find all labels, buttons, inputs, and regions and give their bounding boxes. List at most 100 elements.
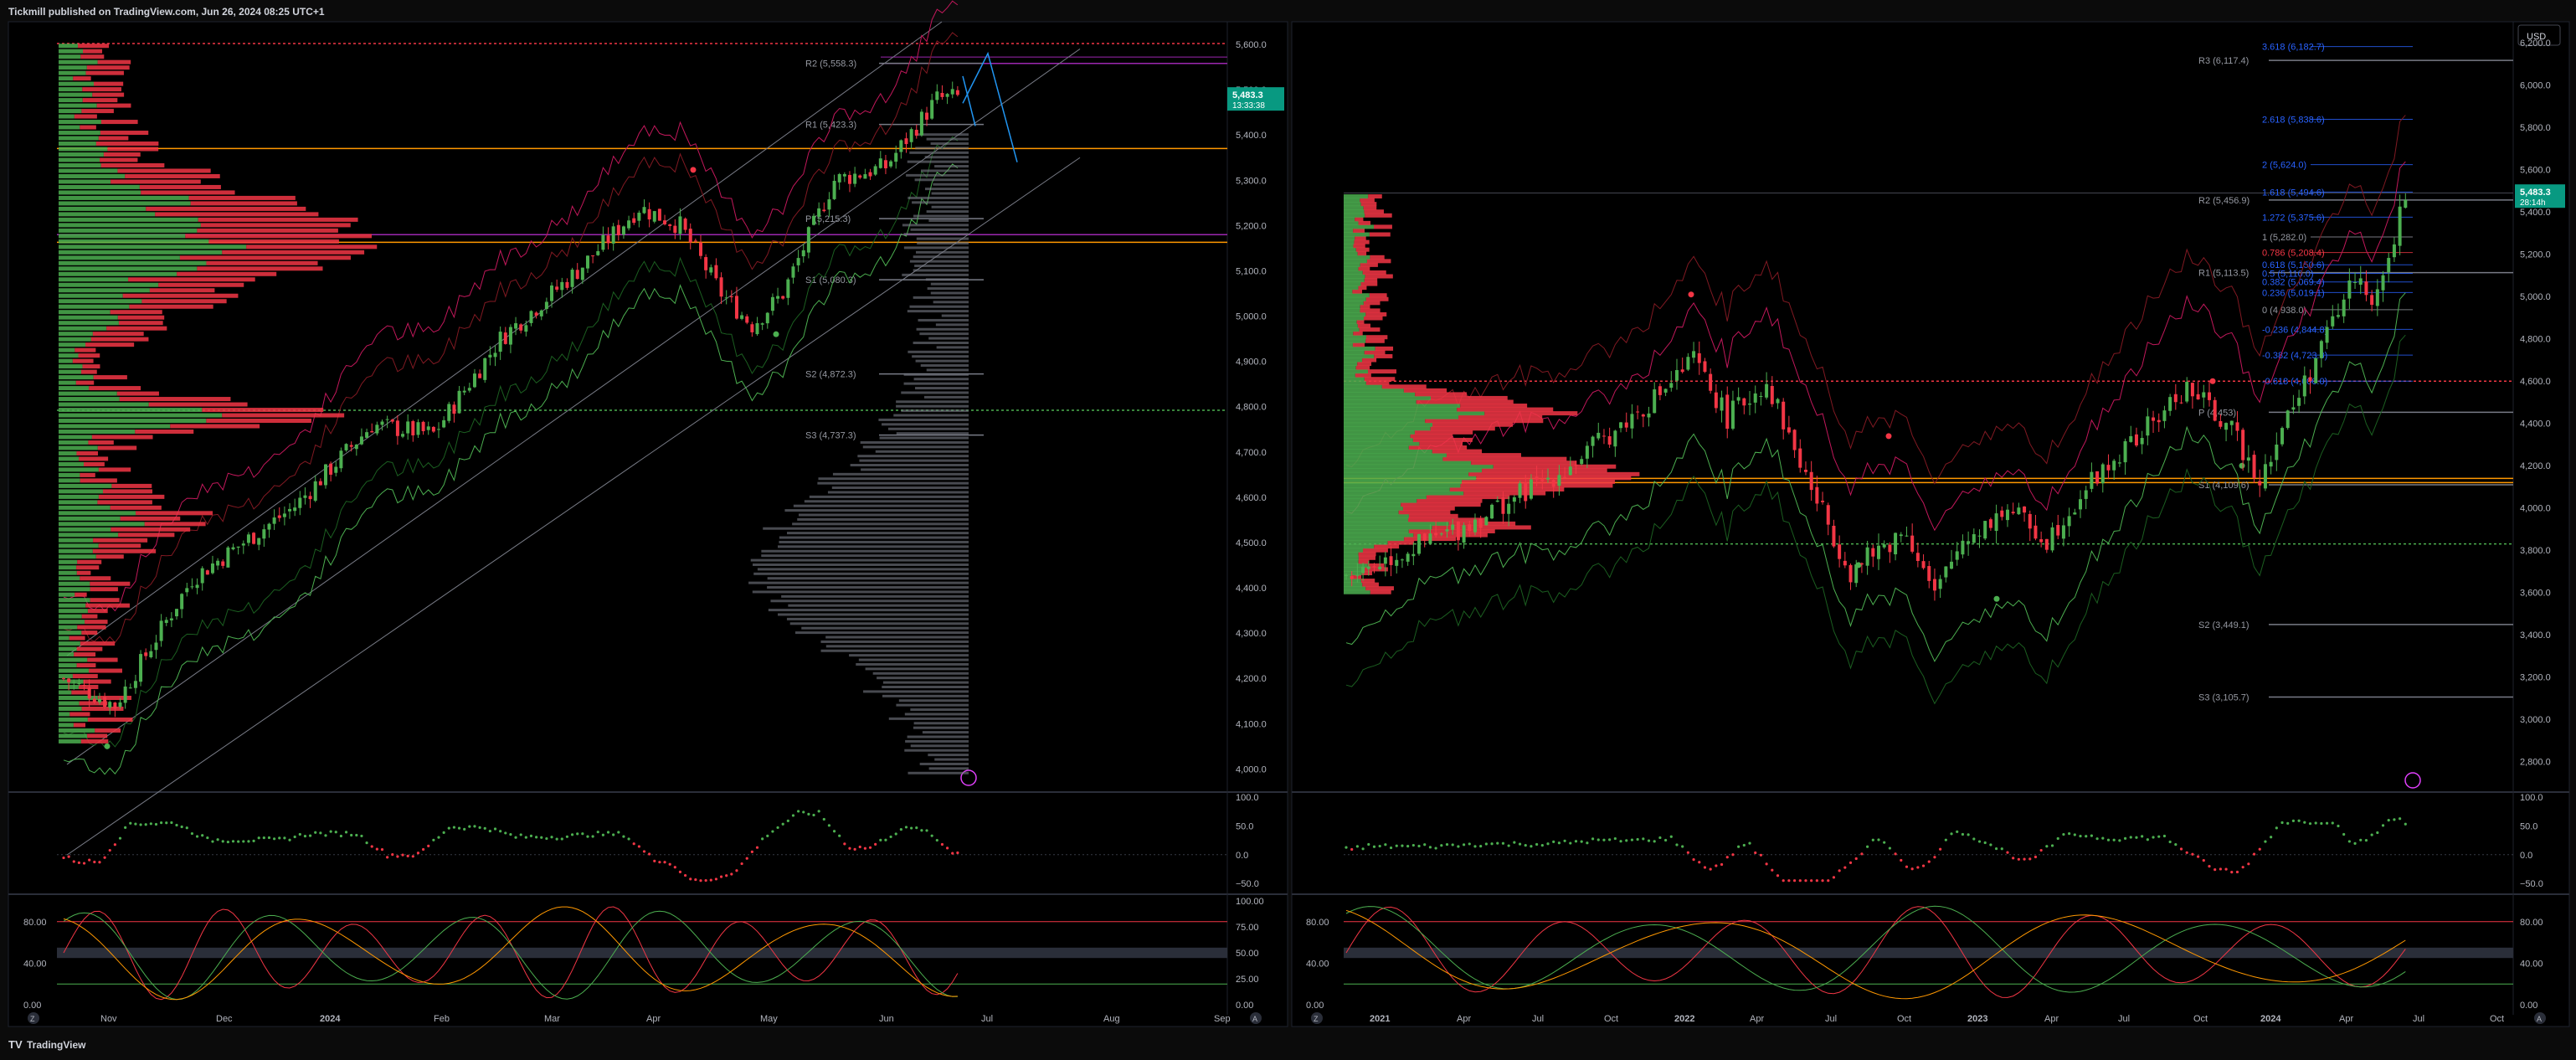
vp-bar-down	[128, 277, 255, 282]
fib-label: -0.236 (4,844.8)	[2262, 325, 2327, 335]
vp-bar-up	[1344, 411, 1485, 416]
vp-bar-up	[59, 592, 75, 597]
vp-bar-down	[1352, 342, 1365, 347]
volume-bar	[908, 196, 969, 199]
volume-bar	[896, 432, 969, 435]
vp-bar-up	[1344, 430, 1415, 435]
right-chart-panel[interactable]: R3 (6,117.4)R2 (5,456.9)R1 (5,113.5)P (4…	[1291, 21, 2570, 1027]
signal-dot	[1688, 291, 1694, 298]
vp-bar-down	[82, 98, 118, 103]
vp-bar-up	[1344, 198, 1360, 203]
last-price-tag	[2515, 184, 2565, 208]
vp-bar-down	[1381, 384, 1427, 389]
osc1-point	[1557, 841, 1561, 845]
pivot-label: S3 (4,737.3)	[805, 431, 856, 441]
vp-bar-up	[59, 234, 186, 239]
osc1-point	[1642, 837, 1645, 841]
volume-bar	[916, 250, 969, 254]
vp-bar-down	[1360, 579, 1375, 584]
volume-bar	[921, 169, 969, 172]
vp-bar-up	[59, 641, 80, 646]
volume-bar	[934, 165, 969, 168]
vp-bar-up	[59, 217, 198, 222]
osc1-point	[1546, 842, 1550, 846]
vp-bar-down	[103, 152, 141, 157]
candle-body	[318, 481, 322, 486]
vp-bar-down	[90, 598, 120, 603]
candle-body	[339, 450, 343, 469]
candle-body	[1495, 500, 1499, 502]
candle-body	[2358, 278, 2363, 285]
candle-body	[2308, 377, 2312, 382]
candle-body	[221, 561, 225, 566]
vp-bar-down	[102, 489, 152, 494]
currency-box[interactable]	[2517, 24, 2561, 46]
candle-body	[1832, 525, 1836, 547]
volume-bar	[856, 662, 969, 666]
osc1-point	[735, 869, 738, 872]
vp-bar-up	[59, 142, 96, 147]
candle-body	[508, 327, 512, 345]
candle-body	[606, 235, 610, 244]
vp-bar-up	[1344, 582, 1363, 587]
osc1-point	[540, 836, 543, 839]
left-chart-panel[interactable]: R2 (5,558.3)R1 (5,423.3)P (5,215.3)S1 (5…	[8, 0, 1288, 1027]
candle-body	[478, 373, 482, 378]
osc1-point	[1798, 879, 1802, 882]
vp-bar-up	[1344, 380, 1366, 385]
osc1-point	[2157, 835, 2161, 838]
candle-body	[349, 445, 353, 447]
time-label: Oct	[1604, 1014, 1618, 1024]
vp-bar-up	[59, 120, 101, 125]
left-price-axis: 5,600.05,500.05,400.05,300.05,200.05,100…	[1227, 40, 1284, 774]
osc1-point	[1378, 844, 1381, 848]
candle-body	[786, 279, 790, 298]
upper-band	[63, 0, 959, 612]
candle-body	[262, 529, 266, 539]
vp-bar-up	[1344, 537, 1405, 542]
pivot-label: R3 (6,117.4)	[2198, 56, 2249, 66]
candle-body	[1607, 436, 1612, 445]
zoom-button[interactable]	[1311, 1012, 1323, 1024]
vp-bar-down	[1364, 278, 1378, 283]
vp-bar-up	[59, 173, 126, 178]
vp-bar-up	[59, 657, 88, 662]
vp-bar-up	[1344, 548, 1364, 553]
vp-bar-down	[1357, 251, 1367, 256]
osc1-point	[797, 810, 800, 813]
osc1-point	[1939, 847, 1942, 851]
osc1-point	[817, 810, 820, 813]
zoom-button[interactable]	[28, 1012, 39, 1024]
vp-bar-down	[1401, 502, 1481, 507]
time-label: 2024	[320, 1014, 341, 1024]
auto-scale-button[interactable]	[2534, 1012, 2546, 1024]
right-price-label: 4,600.0	[2520, 377, 2551, 387]
vp-bar-down	[78, 685, 99, 690]
osc1-point	[499, 830, 502, 833]
vp-bar-down	[1458, 414, 1543, 419]
osc1-point	[62, 856, 65, 860]
osc1-point	[1725, 856, 1729, 859]
osc2-axis-label: 50.00	[1236, 949, 1259, 959]
osc2-left-axis-label: 80.00	[23, 918, 47, 928]
vp-bar-up	[1344, 453, 1447, 458]
vp-bar-down	[141, 299, 227, 304]
candle-body	[169, 618, 173, 620]
osc1-point	[2399, 817, 2402, 821]
osc1-point	[632, 842, 635, 846]
candle-body	[2252, 455, 2256, 479]
vp-bar-down	[1370, 589, 1391, 594]
vp-bar-down	[97, 445, 137, 450]
candle-body	[565, 281, 569, 288]
auto-scale-button[interactable]	[1250, 1012, 1262, 1024]
vp-bar-down	[117, 168, 211, 173]
vp-bar-up	[1344, 441, 1420, 446]
vp-bar-up	[59, 293, 123, 298]
signal-dot	[1885, 433, 1892, 440]
vp-bar-down	[78, 44, 110, 49]
osc1-point	[617, 831, 620, 834]
vp-bar-down	[177, 271, 277, 276]
osc1-point	[1658, 836, 1662, 840]
osc1-point	[2079, 834, 2082, 838]
